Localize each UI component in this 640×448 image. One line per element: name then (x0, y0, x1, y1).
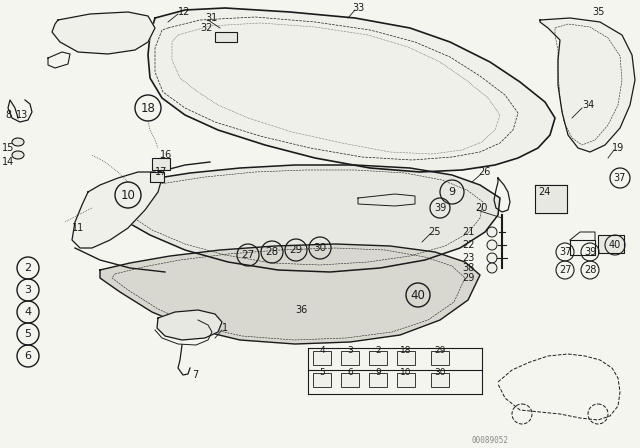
FancyBboxPatch shape (369, 351, 387, 365)
Text: 40: 40 (411, 289, 426, 302)
Polygon shape (157, 310, 222, 340)
FancyBboxPatch shape (313, 373, 331, 387)
Text: 34: 34 (582, 100, 595, 110)
FancyBboxPatch shape (215, 32, 237, 42)
Text: 2: 2 (375, 345, 381, 354)
Text: 29: 29 (289, 245, 303, 255)
Text: 37: 37 (559, 247, 571, 257)
FancyBboxPatch shape (397, 351, 415, 365)
FancyBboxPatch shape (369, 373, 387, 387)
Text: 00089052: 00089052 (472, 435, 509, 444)
FancyBboxPatch shape (341, 351, 359, 365)
Text: 6: 6 (347, 367, 353, 376)
Polygon shape (100, 244, 480, 344)
Text: 5: 5 (319, 367, 325, 376)
Polygon shape (148, 8, 555, 172)
Text: 2: 2 (24, 263, 31, 273)
Ellipse shape (12, 138, 24, 146)
Text: 23: 23 (462, 253, 474, 263)
Circle shape (487, 253, 497, 263)
Text: 32: 32 (200, 23, 212, 33)
Text: 29: 29 (435, 345, 445, 354)
Text: 16: 16 (160, 150, 172, 160)
Text: 33: 33 (352, 3, 364, 13)
Text: 7: 7 (192, 370, 198, 380)
Circle shape (487, 263, 497, 273)
Text: 8: 8 (5, 110, 11, 120)
Polygon shape (52, 12, 155, 54)
Text: 10: 10 (120, 189, 136, 202)
Text: 18: 18 (141, 102, 156, 115)
Text: 38: 38 (462, 263, 474, 273)
FancyBboxPatch shape (341, 373, 359, 387)
Text: 40: 40 (609, 240, 621, 250)
Text: 39: 39 (434, 203, 446, 213)
Text: 1: 1 (222, 323, 228, 333)
FancyBboxPatch shape (150, 172, 164, 182)
Text: 11: 11 (72, 223, 84, 233)
Text: 10: 10 (400, 367, 412, 376)
Text: 3: 3 (347, 345, 353, 354)
Text: 9: 9 (375, 367, 381, 376)
FancyBboxPatch shape (535, 185, 567, 213)
Text: 20: 20 (475, 203, 488, 213)
Text: 27: 27 (559, 265, 572, 275)
Text: 25: 25 (428, 227, 440, 237)
Text: 6: 6 (24, 351, 31, 361)
Text: 12: 12 (178, 7, 190, 17)
Text: 14: 14 (2, 157, 14, 167)
Text: 5: 5 (24, 329, 31, 339)
Text: 26: 26 (478, 167, 490, 177)
Text: 35: 35 (592, 7, 604, 17)
Circle shape (487, 240, 497, 250)
FancyBboxPatch shape (431, 351, 449, 365)
Text: 21: 21 (462, 227, 474, 237)
Text: 37: 37 (614, 173, 626, 183)
Text: 29: 29 (462, 273, 474, 283)
Text: 36: 36 (295, 305, 307, 315)
FancyBboxPatch shape (313, 351, 331, 365)
Text: 17: 17 (155, 167, 168, 177)
Text: 19: 19 (612, 143, 624, 153)
Circle shape (487, 227, 497, 237)
Text: 9: 9 (449, 187, 456, 197)
FancyBboxPatch shape (598, 235, 624, 253)
Text: 24: 24 (538, 187, 550, 197)
Ellipse shape (12, 151, 24, 159)
Text: 28: 28 (584, 265, 596, 275)
Text: 28: 28 (266, 247, 278, 257)
Text: 31: 31 (205, 13, 217, 23)
FancyBboxPatch shape (152, 158, 170, 170)
Polygon shape (88, 165, 500, 272)
FancyBboxPatch shape (397, 373, 415, 387)
Polygon shape (72, 172, 162, 248)
Text: 27: 27 (241, 250, 255, 260)
Text: 18: 18 (400, 345, 412, 354)
Text: 15: 15 (2, 143, 14, 153)
Text: 30: 30 (435, 367, 445, 376)
FancyBboxPatch shape (431, 373, 449, 387)
Polygon shape (540, 18, 635, 152)
Text: 30: 30 (314, 243, 326, 253)
Text: 39: 39 (584, 247, 596, 257)
Text: 4: 4 (319, 345, 325, 354)
Text: 22: 22 (462, 240, 474, 250)
Text: 3: 3 (24, 285, 31, 295)
Text: 4: 4 (24, 307, 31, 317)
Text: 13: 13 (16, 110, 28, 120)
